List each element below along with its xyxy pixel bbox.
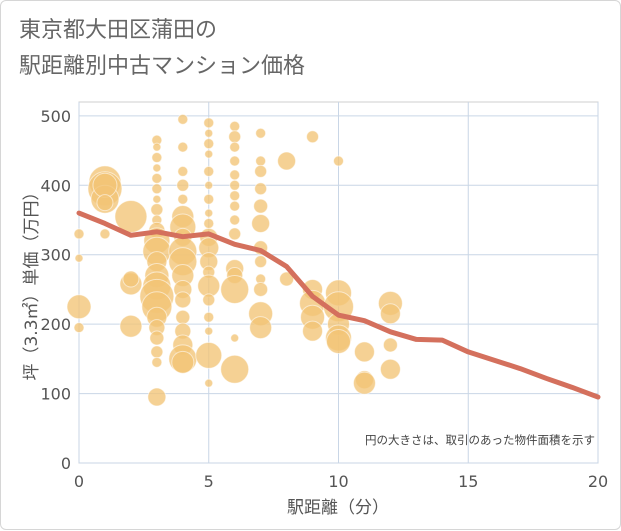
bubble-point bbox=[302, 320, 324, 342]
bubble-point bbox=[229, 141, 241, 153]
bubble-point bbox=[230, 333, 240, 343]
bubble-point bbox=[228, 227, 242, 241]
bubble-point bbox=[151, 172, 163, 184]
bubble-point bbox=[152, 194, 162, 204]
bubble-point bbox=[195, 341, 223, 369]
bubble-point bbox=[253, 198, 269, 214]
bubble-point bbox=[379, 358, 401, 380]
bubble-point bbox=[306, 130, 320, 144]
bubble-point bbox=[204, 378, 214, 388]
bubble-point bbox=[151, 183, 163, 195]
bubble-point bbox=[66, 294, 92, 320]
bubble-point bbox=[203, 165, 215, 177]
bubble-point bbox=[251, 213, 271, 233]
x-tick-label: 10 bbox=[328, 472, 348, 491]
bubble-point bbox=[333, 155, 344, 167]
bubble-point bbox=[147, 387, 167, 407]
bubble-point bbox=[255, 127, 267, 139]
bubble-point bbox=[255, 155, 267, 167]
bubble-point bbox=[254, 164, 268, 178]
bubble-point bbox=[204, 208, 214, 218]
bubble-point bbox=[277, 151, 297, 171]
bubble-point bbox=[203, 117, 215, 129]
chart-title: 東京都大田区蒲田の 駅距離別中古マンション価格 bbox=[19, 13, 305, 85]
bubble-point bbox=[229, 155, 241, 167]
bubble-point bbox=[203, 311, 215, 323]
bubble-point bbox=[122, 270, 140, 288]
x-tick-label: 15 bbox=[458, 472, 478, 491]
bubble-point bbox=[203, 138, 215, 150]
bubble-point bbox=[96, 194, 114, 212]
bubble-point bbox=[150, 203, 164, 217]
y-tick-label: 0 bbox=[61, 454, 71, 473]
bubble-point bbox=[220, 354, 250, 384]
y-axis-title: 坪（3.3㎡）単価（万円） bbox=[22, 183, 42, 380]
x-axis-title: 駅距離（分） bbox=[287, 498, 389, 518]
y-tick-label: 100 bbox=[40, 385, 71, 404]
bubble-point bbox=[177, 113, 189, 125]
bubble-point bbox=[99, 228, 111, 240]
bubble-point bbox=[229, 200, 241, 212]
y-tick-label: 400 bbox=[40, 176, 71, 195]
bubble-point bbox=[73, 228, 85, 240]
bubble-point bbox=[204, 128, 214, 138]
bubble-point bbox=[254, 255, 268, 269]
bubble-point bbox=[171, 350, 195, 374]
bubble-point bbox=[220, 274, 250, 304]
bubble-point bbox=[177, 141, 189, 153]
x-tick-label: 0 bbox=[74, 472, 84, 491]
bubble-point bbox=[249, 316, 273, 340]
bubble-point bbox=[150, 345, 164, 359]
bubble-point bbox=[149, 330, 165, 346]
bubble-point bbox=[152, 142, 162, 152]
bubble-point bbox=[382, 337, 398, 353]
bubble-point bbox=[253, 281, 269, 297]
bubble-point bbox=[229, 214, 241, 226]
bubble-point bbox=[229, 120, 241, 132]
bubble-size-note: 円の大きさは、取引のあった物件面積を示す bbox=[365, 433, 595, 447]
bubble-point bbox=[73, 322, 85, 334]
bubble-point bbox=[229, 169, 241, 181]
bubble-point bbox=[352, 371, 376, 395]
bubble-point bbox=[326, 329, 351, 355]
bubble-point bbox=[152, 163, 162, 173]
bubble-point bbox=[228, 130, 242, 144]
bubble-point bbox=[151, 152, 163, 164]
x-axis-ticks: 0 5 10 15 20 bbox=[74, 472, 608, 491]
bubble-point bbox=[174, 291, 192, 309]
chart-title-line-1: 東京都大田区蒲田の bbox=[19, 18, 218, 43]
bubble-point bbox=[177, 193, 189, 205]
trend-series bbox=[76, 210, 601, 400]
bubble-point bbox=[176, 178, 190, 192]
y-tick-label: 200 bbox=[40, 315, 71, 334]
bubble-point bbox=[92, 172, 118, 198]
chart-title-line-2: 駅距離別中古マンション価格 bbox=[19, 54, 306, 79]
bubble-point bbox=[202, 293, 216, 307]
trend-line bbox=[76, 210, 601, 400]
x-tick-label: 5 bbox=[204, 472, 214, 491]
bubble-point bbox=[151, 356, 163, 368]
bubble-point bbox=[229, 190, 241, 202]
bubble-point bbox=[177, 165, 189, 177]
y-tick-label: 500 bbox=[40, 107, 71, 126]
bubble-point bbox=[204, 149, 214, 159]
bubble-point bbox=[203, 217, 215, 229]
y-axis-ticks: 0 100 200 300 400 500 bbox=[40, 107, 71, 473]
bubble-point bbox=[279, 271, 295, 287]
x-tick-label: 20 bbox=[588, 472, 608, 491]
bubble-series bbox=[66, 113, 403, 407]
y-tick-label: 300 bbox=[40, 246, 71, 265]
bubble-point bbox=[204, 326, 214, 336]
bubble-point bbox=[203, 193, 215, 205]
bubble-point bbox=[254, 182, 268, 196]
bubble-point bbox=[74, 253, 84, 263]
bubble-point bbox=[119, 314, 143, 338]
bubble-point bbox=[379, 303, 401, 325]
bubble-point bbox=[204, 180, 214, 190]
bubble-point bbox=[353, 341, 375, 363]
bubble-point bbox=[175, 309, 191, 325]
bubble-point bbox=[229, 179, 241, 191]
